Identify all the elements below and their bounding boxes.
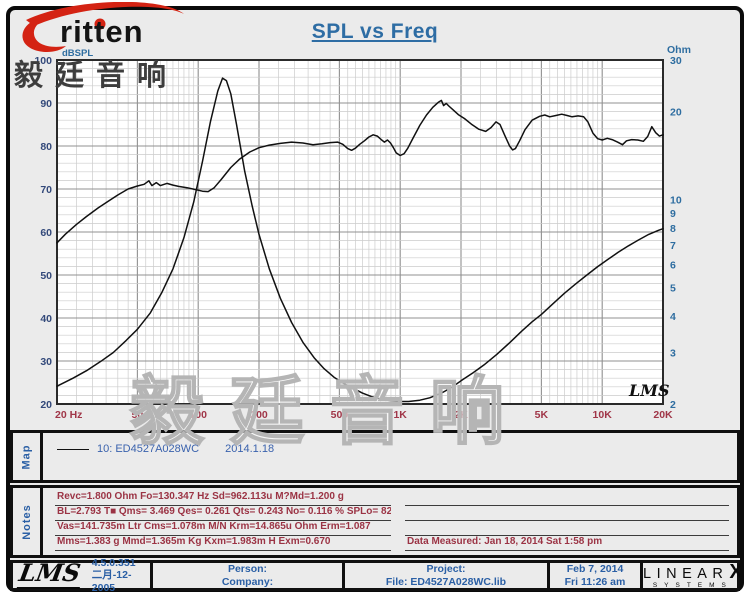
watermark-stamp: 毅廷音响 [14,60,179,92]
svg-text:6: 6 [670,259,676,271]
brand-text: ritten [60,14,144,49]
notes-params-column: Revc=1.800 Ohm Fo=130.347 Hz Sd=962.113u… [55,491,391,551]
svg-text:500: 500 [331,409,349,421]
linearx-letters: LINEAR [643,565,729,582]
notes-content: Revc=1.800 Ohm Fo=130.347 Hz Sd=962.113u… [43,488,737,555]
notes-line-2: BL=2.793 T■ Qms= 3.469 Qes= 0.261 Qts= 0… [55,506,391,521]
svg-text:8: 8 [670,223,676,235]
svg-text:10: 10 [670,195,682,207]
svg-text:Ohm: Ohm [667,44,691,56]
svg-text:9: 9 [670,208,676,220]
notes-section: Notes Revc=1.800 Ohm Fo=130.347 Hz Sd=96… [10,485,740,558]
map-header: Map [13,433,43,480]
svg-text:20: 20 [40,399,52,411]
svg-text:5: 5 [670,283,676,295]
map-legend-row: 10: ED4527A028WC 2014.1.18 [43,433,737,480]
notes-header-label: Notes [20,503,33,540]
svg-text:90: 90 [40,98,52,110]
svg-text:100: 100 [189,409,207,421]
footer-bar: LMS 4.5.0.351 二月-12-2005 Person: Company… [10,557,743,594]
notes-header: Notes [13,488,43,555]
linearx-logo: LINEAR X SYSTEMS [643,562,743,590]
svg-text:3: 3 [670,347,676,359]
notes-data-measured: Data Measured: Jan 18, 2014 Sat 1:58 pm [405,536,729,551]
spl-freq-chart: LMS 20 Hz 50 100 200 500 1K 2K 5K 10K 20K 100 90 80 70… [34,44,691,421]
eritten-logo: ritten [12,2,192,58]
map-header-label: Map [20,444,33,469]
svg-text:10K: 10K [593,409,613,421]
svg-text:4: 4 [670,311,676,323]
svg-text:30: 30 [40,356,52,368]
footer-date: Feb 7, 2014 [566,563,624,576]
svg-text:20 Hz: 20 Hz [55,409,82,421]
footer-linearx-cell: LINEAR X SYSTEMS [643,562,743,590]
svg-text:60: 60 [40,227,52,239]
svg-text:7: 7 [670,240,676,252]
svg-text:2: 2 [670,399,676,411]
person-label: Person: [227,563,268,576]
svg-text:LMS: LMS [628,381,670,400]
svg-text:40: 40 [40,313,52,325]
notes-blank-line-1 [405,491,729,506]
svg-text:80: 80 [40,141,52,153]
notes-line-1: Revc=1.800 Ohm Fo=130.347 Hz Sd=962.113u… [55,491,391,506]
svg-text:200: 200 [250,409,268,421]
svg-text:30: 30 [670,55,682,67]
svg-text:20: 20 [670,107,682,119]
linearx-systems: SYSTEMS [652,581,733,589]
notes-line-3: Vas=141.735m Ltr Cms=1.078m M/N Krm=14.8… [55,521,391,536]
svg-text:70: 70 [40,184,52,196]
footer-person-cell: Person: Company: [153,563,345,588]
legend-date: 2014.1.18 [225,443,275,455]
logo-swoosh-icon [22,2,184,52]
version-block: 4.5.0.351 二月-12-2005 [92,557,150,595]
notes-ruled-column: Data Measured: Jan 18, 2014 Sat 1:58 pm [405,491,729,551]
svg-text:5K: 5K [535,409,549,421]
svg-text:20K: 20K [653,409,673,421]
notes-line-4: Mms=1.383 g Mmd=1.365m Kg Kxm=1.983m H E… [55,536,391,551]
company-label: Company: [221,575,274,588]
footer-date-cell: Feb 7, 2014 Fri 11:26 am [550,563,643,588]
version-number: 4.5.0.351 [91,556,136,569]
footer-project-cell: Project: File: ED4527A028WC.lib [345,563,550,588]
svg-text:1K: 1K [393,409,407,421]
file-label: File: ED4527A028WC.lib [385,575,507,588]
svg-text:dBSPL: dBSPL [62,48,93,59]
project-label: Project: [426,563,466,576]
linearx-x: X [729,560,743,583]
watermark-outline: 毅廷音响 [129,369,530,454]
footer-time: Fri 11:26 am [564,575,626,588]
svg-text:100: 100 [34,55,52,67]
notes-blank-line-2 [405,506,729,521]
lms-logo: LMS [16,558,85,589]
legend-curve-label: 10: ED4527A028WC [97,443,200,455]
page-title: SPL vs Freq [311,20,439,43]
footer-lms-cell: LMS 4.5.0.351 二月-12-2005 [13,557,153,594]
map-section: Map 10: ED4527A028WC 2014.1.18 [10,430,740,483]
svg-text:50: 50 [132,409,144,421]
legend-sample-line [57,449,89,450]
version-date: 二月-12-2005 [91,569,132,594]
svg-text:50: 50 [40,270,52,282]
svg-text:2K: 2K [454,409,468,421]
notes-blank-line-3 [405,521,729,536]
linearx-wordmark: LINEAR X [643,562,743,582]
